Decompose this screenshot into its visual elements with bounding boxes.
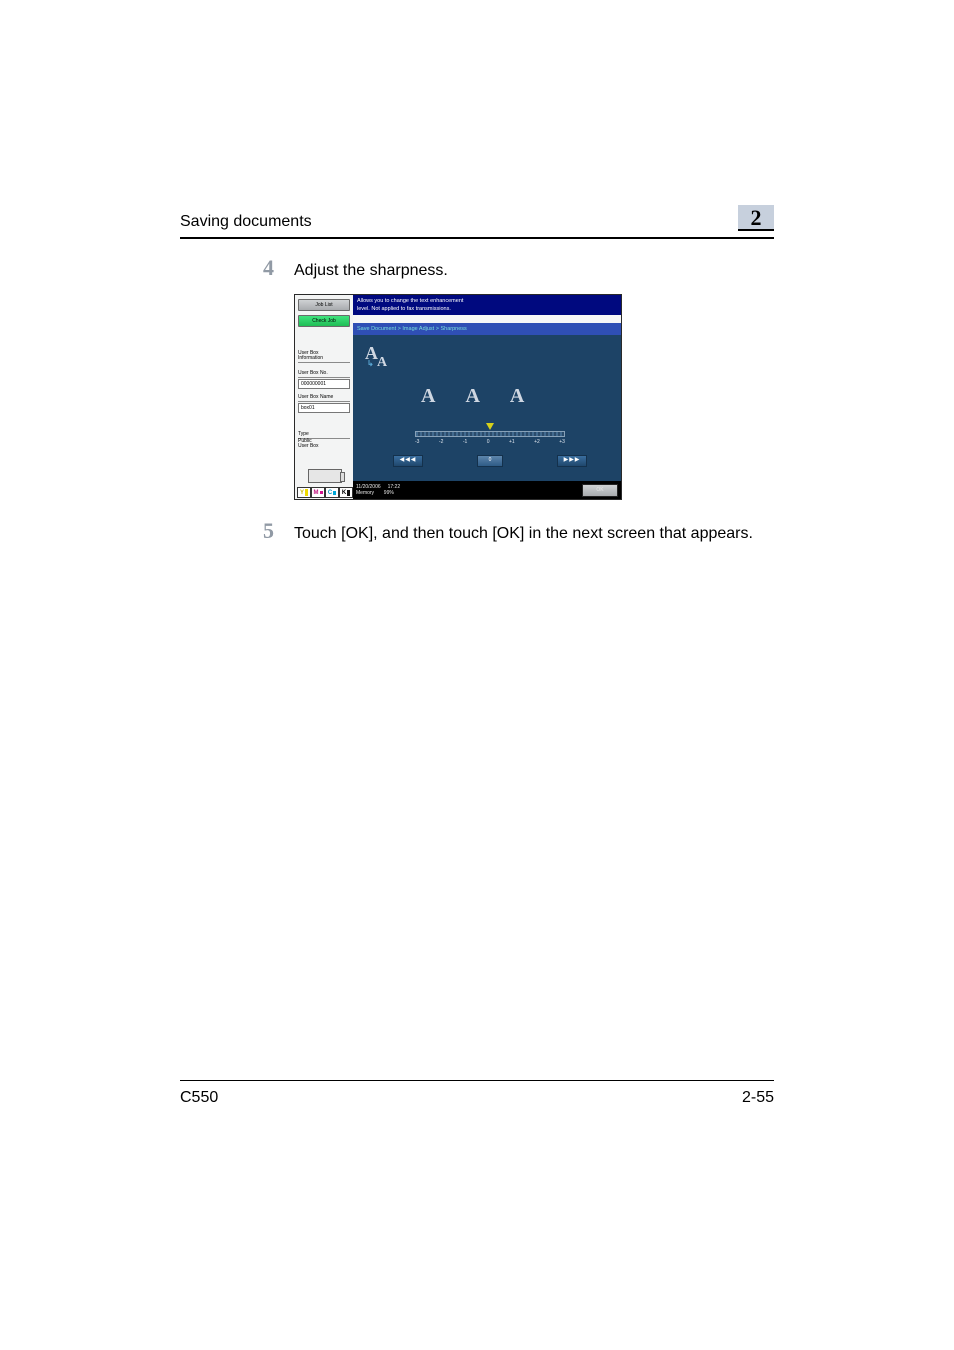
tick-+1: +1 — [509, 439, 515, 445]
status-mem-value: 99% — [384, 490, 394, 496]
sharpness-controls: ◀◀◀ 0 ▶▶▶ — [393, 455, 587, 467]
sample-glyph-a2-icon: ↳ — [367, 359, 374, 368]
userbox-info-label: Information — [298, 356, 350, 361]
hint-line1: Allows you to change the text enhancemen… — [357, 297, 617, 305]
sharpness-scale: -3 -2 -1 0 +1 +2 +3 — [415, 431, 565, 445]
tick--3: -3 — [415, 439, 419, 445]
step-5: 5 Touch [OK], and then touch [OK] in the… — [240, 520, 774, 545]
sample-a-left: A — [421, 385, 435, 408]
step-number: 4 — [240, 257, 274, 282]
chapter-badge: 2 — [738, 205, 774, 231]
increase-button[interactable]: ▶▶▶ — [557, 455, 587, 467]
type-section: Type Public User Box — [298, 432, 350, 449]
step-4: 4 Adjust the sharpness. — [240, 257, 774, 282]
userbox-no-value: 000000001 — [298, 379, 350, 389]
step-text: Touch [OK], and then touch [OK] in the n… — [274, 520, 774, 545]
toner-k: K — [339, 487, 353, 498]
scale-marker-icon — [486, 423, 494, 430]
scale-bar — [415, 431, 565, 437]
toner-c: C — [325, 487, 339, 498]
footer-model: C550 — [180, 1089, 218, 1107]
userbox-name-value: box01 — [298, 403, 350, 413]
breadcrumb: Save Document > Image Adjust > Sharpness — [353, 323, 621, 335]
panel-hint-text: Allows you to change the text enhancemen… — [353, 295, 621, 315]
decrease-button[interactable]: ◀◀◀ — [393, 455, 423, 467]
step-number: 5 — [240, 520, 274, 545]
step-text: Adjust the sharpness. — [274, 257, 774, 282]
check-job-button[interactable]: Check Job — [298, 315, 350, 327]
tick--1: -1 — [463, 439, 467, 445]
sample-glyph-a3: A — [377, 355, 387, 371]
page-footer: C550 2-55 — [180, 1080, 774, 1107]
ok-button[interactable]: OK — [582, 484, 618, 497]
sample-a-mid: A — [465, 385, 479, 408]
userbox-no-section: User Box No. 000000001 — [298, 371, 350, 389]
hint-line2: level. Not applied to fax transmissions. — [357, 305, 617, 313]
footer-page: 2-55 — [742, 1089, 774, 1107]
job-list-button[interactable]: Job List — [298, 299, 350, 311]
toner-y: Y — [297, 487, 311, 498]
tick-+2: +2 — [534, 439, 540, 445]
toner-m: M — [311, 487, 325, 498]
page-header: Saving documents 2 — [180, 205, 774, 239]
sample-a-right: A — [510, 385, 524, 408]
userbox-name-section: User Box Name box01 — [298, 395, 350, 413]
header-title: Saving documents — [180, 213, 312, 231]
tick-+3: +3 — [559, 439, 565, 445]
step-4-figure: Job List Check Job User Box Information … — [240, 294, 774, 500]
type-value2: User Box — [298, 444, 350, 449]
tick--2: -2 — [439, 439, 443, 445]
reset-zero-button[interactable]: 0 — [477, 455, 503, 467]
chapter-number: 2 — [751, 205, 762, 231]
userbox-no-label: User Box No. — [298, 371, 350, 376]
status-mem-label: Memory — [356, 490, 374, 496]
paper-tray-icon — [308, 469, 342, 483]
sharpness-area: A ↳ A A A A — [353, 335, 621, 483]
steps-list: 4 Adjust the sharpness. Job List Check J… — [240, 257, 774, 555]
copier-screenshot: Job List Check Job User Box Information … — [294, 294, 622, 500]
tick-0: 0 — [487, 439, 490, 445]
panel-left-column: Job List Check Job User Box Information … — [295, 295, 353, 499]
tick-labels: -3 -2 -1 0 +1 +2 +3 — [415, 439, 565, 445]
userbox-info-section: User Box Information — [298, 351, 350, 363]
type-label: Type — [298, 432, 350, 437]
panel-right-area: Allows you to change the text enhancemen… — [353, 295, 621, 499]
toner-levels: Y M C K — [297, 487, 353, 498]
userbox-name-label: User Box Name — [298, 395, 350, 400]
sample-row: A A A — [421, 385, 524, 408]
panel-status-bar: 11/20/2006 17:22 Memory 99% OK — [353, 481, 621, 499]
breadcrumb-text: Save Document > Image Adjust > Sharpness — [357, 326, 467, 332]
status-left: 11/20/2006 17:22 Memory 99% — [356, 484, 400, 496]
